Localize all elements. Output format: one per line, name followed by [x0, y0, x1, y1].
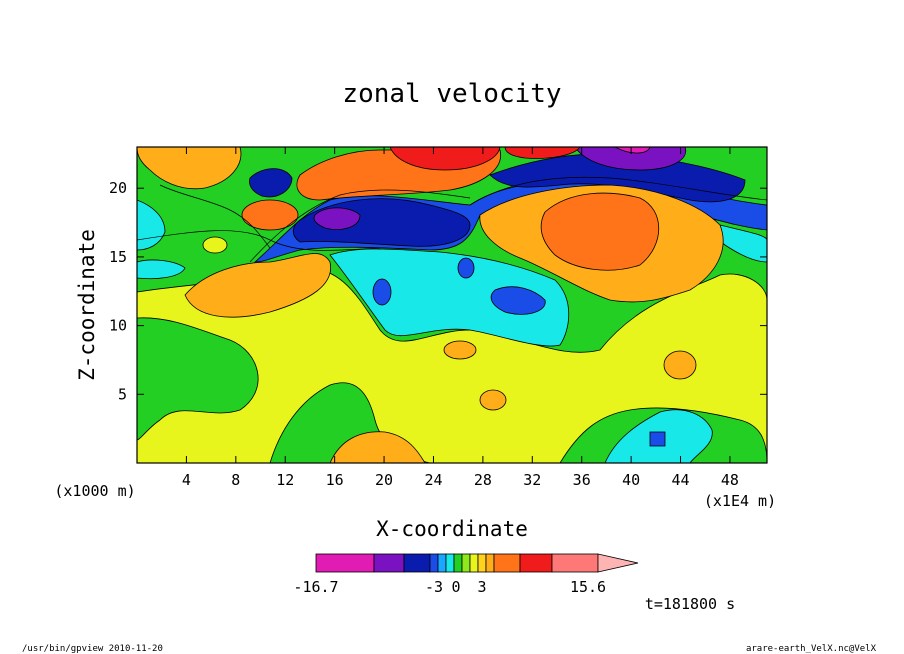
contour-line [137, 230, 381, 251]
y-tick-label: 20 [109, 179, 127, 197]
colorbar-segment [437, 553, 447, 573]
field-region-green-low-left [137, 317, 259, 441]
field-region-orange-right-core [540, 192, 660, 271]
colorbar-segment [315, 553, 375, 573]
field-region-orange-low-a [479, 389, 507, 411]
time-label: t=181800 s [645, 595, 735, 613]
x-tick-label: 24 [424, 471, 442, 489]
field-region-purple-mid [313, 207, 361, 230]
colorbar-segment [469, 553, 479, 573]
field-region-blue-mid-b [372, 278, 392, 306]
plot-frame [136, 146, 768, 464]
x-tick-label: 48 [721, 471, 739, 489]
colorbar-segment [373, 553, 405, 573]
colorbar-mid-label-3: 3 [477, 578, 486, 596]
colorbar-min-label: -16.7 [293, 578, 338, 596]
colorbar-segment [493, 553, 521, 573]
colorbar-segment [445, 553, 455, 573]
x-tick-label: 36 [573, 471, 591, 489]
colorbar-max-label: 15.6 [570, 578, 606, 596]
contour-lines [137, 176, 767, 263]
footer-left: /usr/bin/gpview 2010-11-20 [22, 644, 163, 654]
field-region-purple-upper [574, 147, 687, 171]
y-unit-label: (x1000 m) [54, 482, 135, 500]
contour-line [249, 189, 471, 263]
x-tick-label: 16 [326, 471, 344, 489]
field-region-orange-left-a [241, 199, 299, 231]
field-region-blue-mid-a [490, 286, 546, 315]
y-tick-label: 5 [118, 385, 127, 403]
field-region-orange-mid-left [184, 253, 332, 318]
footer-right: arare-earth_VelX.nc@VelX [746, 644, 877, 654]
field-region-red-right [504, 147, 581, 159]
field-region-yellow-left-a [202, 236, 228, 254]
x-tick-label: 12 [276, 471, 294, 489]
field-region-orange-low-c [663, 350, 697, 380]
x-tick-label: 40 [622, 471, 640, 489]
x-axis-title: X-coordinate [376, 517, 528, 541]
x-axis: 4 8 12 16 20 24 28 32 36 40 44 48 [182, 147, 739, 489]
x-tick-label: 8 [231, 471, 240, 489]
contour-field [137, 147, 767, 463]
colorbar-max-arrow [597, 553, 639, 573]
y-tick-label: 15 [109, 248, 127, 266]
x-tick-label: 44 [671, 471, 689, 489]
field-region-orange-low-center [329, 431, 426, 463]
field-region-orange-low-b [443, 340, 477, 360]
field-region-blue-mid-c [457, 257, 475, 279]
field-region-orange-top-left [137, 147, 242, 190]
x-tick-label: 32 [523, 471, 541, 489]
colorbar-mid-label-2: 0 [451, 578, 460, 596]
contour-line [469, 176, 767, 206]
colorbar [315, 553, 639, 573]
colorbar-segment [477, 553, 487, 573]
x-tick-label: 28 [474, 471, 492, 489]
field-region-cyan-left-b [137, 259, 186, 280]
colorbar-segment [429, 553, 439, 573]
y-tick-label: 10 [109, 317, 127, 335]
y-axis-title: Z-coordinate [75, 229, 99, 381]
colorbar-segment [485, 553, 495, 573]
field-region-cyan-mid [329, 248, 570, 347]
field-region-red-upper [389, 147, 501, 171]
x-tick-label: 4 [182, 471, 191, 489]
colorbar-segment [403, 553, 431, 573]
colorbar-segment [519, 553, 553, 573]
colorbar-segment [461, 553, 471, 573]
y-axis: 5 10 15 20 [109, 179, 767, 403]
contour-line [159, 184, 271, 249]
x-tick-label: 20 [375, 471, 393, 489]
field-region-darkblue-left [249, 168, 293, 198]
chart-title: zonal velocity [342, 79, 561, 109]
colorbar-segment [551, 553, 599, 573]
colorbar-segment [453, 553, 463, 573]
field-region-cyan-left [137, 199, 166, 251]
x-unit-label: (x1E4 m) [704, 492, 776, 510]
colorbar-mid-label-1: -3 [425, 578, 443, 596]
field-region-blue-low-right [649, 431, 666, 447]
